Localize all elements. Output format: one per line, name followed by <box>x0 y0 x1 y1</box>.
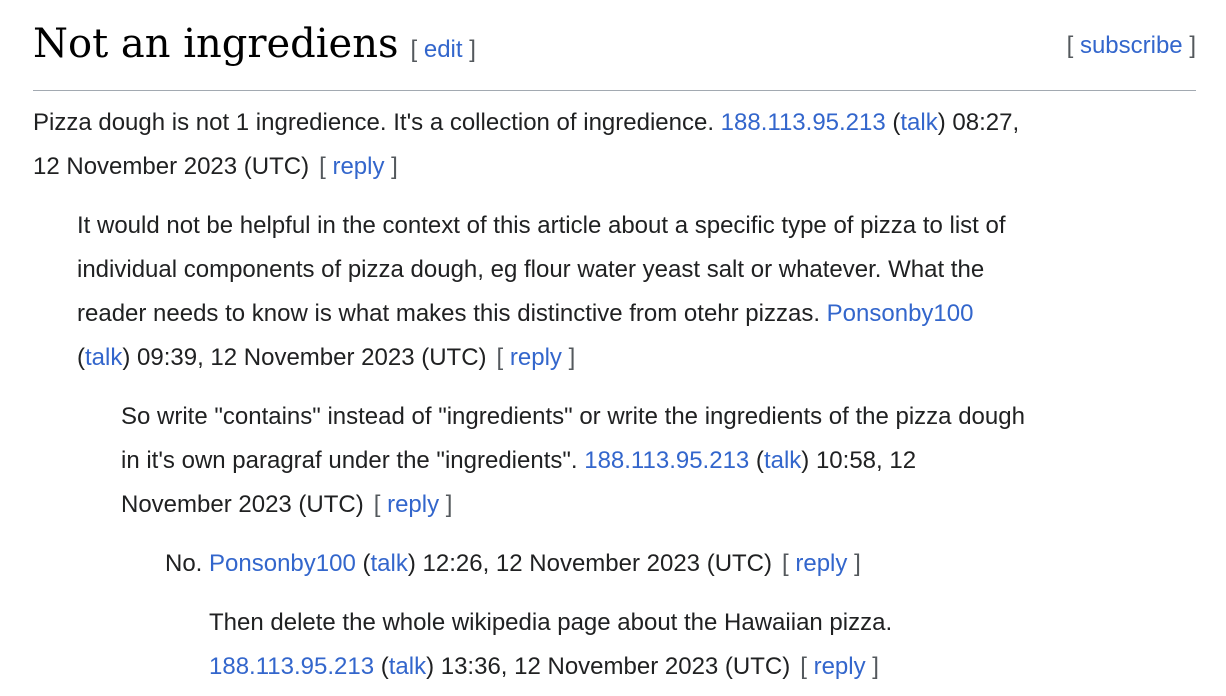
comment-line: individual components of pizza dough, eg… <box>77 248 1196 292</box>
reply-link[interactable]: reply <box>332 153 385 180</box>
bracket: ] <box>1189 32 1196 59</box>
bracket: ] <box>469 36 476 63</box>
comment-text: 12 November 2023 (UTC) <box>33 153 310 180</box>
talk-link[interactable]: talk <box>388 653 427 680</box>
bracket: [ <box>800 653 807 680</box>
bracket: ] <box>445 491 453 518</box>
comment-line: Then delete the whole wikipedia page abo… <box>209 601 1196 645</box>
talk-link[interactable]: talk <box>85 344 123 371</box>
talk-link[interactable]: talk <box>763 447 802 474</box>
comment-line: No. Ponsonby100 (talk) 12:26, 12 Novembe… <box>165 542 1196 586</box>
comment-line: in it's own paragraf under the "ingredie… <box>121 439 1196 483</box>
comment-line: (talk) 09:39, 12 November 2023 (UTC) [ re… <box>77 336 1196 380</box>
comment-text: ( <box>77 344 85 371</box>
comment-line: reader needs to know is what makes this … <box>77 292 1196 336</box>
author-link[interactable]: 188.113.95.213 <box>209 653 375 680</box>
edit-widget: [ edit ] <box>411 36 476 63</box>
comment-text: Pizza dough is not 1 ingredience. It's a… <box>33 109 721 136</box>
comment-line: 188.113.95.213 (talk) 13:36, 12 November… <box>209 645 1196 689</box>
reply-widget: [ reply ] <box>319 153 398 180</box>
reply-link[interactable]: reply <box>387 491 440 518</box>
comment-line: It would not be helpful in the context o… <box>77 204 1196 248</box>
comment-line: So write "contains" instead of "ingredie… <box>121 395 1196 439</box>
author-link[interactable]: Ponsonby100 <box>826 300 974 327</box>
comment-text: ( <box>885 109 901 136</box>
bracket: [ <box>373 491 381 518</box>
comment-line: 12 November 2023 (UTC) [ reply ] <box>33 145 1196 189</box>
comment-text: ) 13:36, 12 November 2023 (UTC) <box>426 653 791 680</box>
talk-comment: So write "contains" instead of "ingredie… <box>121 395 1196 527</box>
comment-text: ) 08:27, <box>937 109 1020 136</box>
section-title: Not an ingrediens <box>33 21 399 67</box>
reply-widget: [ reply ] <box>782 550 861 577</box>
comment-text: ) 09:39, 12 November 2023 (UTC) <box>122 344 487 371</box>
talk-comment: No. Ponsonby100 (talk) 12:26, 12 Novembe… <box>165 542 1196 586</box>
comment-line: November 2023 (UTC) [ reply ] <box>121 483 1196 527</box>
subscribe-widget: [ subscribe ] <box>1067 20 1196 72</box>
author-link[interactable]: 188.113.95.213 <box>720 109 886 136</box>
comment-text: individual components of pizza dough, eg… <box>77 256 985 283</box>
comment-line: Pizza dough is not 1 ingredience. It's a… <box>33 101 1196 145</box>
comment-text: Then delete the whole wikipedia page abo… <box>209 609 893 636</box>
reply-widget: [ reply ] <box>374 491 453 518</box>
bracket: ] <box>854 550 861 577</box>
bracket: ] <box>568 344 576 371</box>
comment-text: No. <box>165 550 210 577</box>
reply-link[interactable]: reply <box>813 653 866 680</box>
comment-text: It would not be helpful in the context o… <box>77 212 1006 239</box>
reply-link[interactable]: reply <box>509 344 562 371</box>
comment-text: in it's own paragraf under the "ingredie… <box>121 447 585 474</box>
bracket: [ <box>1066 32 1074 59</box>
talk-comment: Pizza dough is not 1 ingredience. It's a… <box>33 101 1196 189</box>
talk-link[interactable]: talk <box>900 109 938 136</box>
reply-widget: [ reply ] <box>800 653 879 680</box>
reply-link[interactable]: reply <box>795 550 848 577</box>
author-link[interactable]: Ponsonby100 <box>209 550 356 577</box>
edit-link[interactable]: edit <box>423 36 463 63</box>
comment-text: So write "contains" instead of "ingredie… <box>121 403 1025 430</box>
bracket: [ <box>319 153 326 180</box>
bracket: [ <box>496 344 504 371</box>
bracket: [ <box>410 36 418 63</box>
comment-text: November 2023 (UTC) <box>121 491 364 518</box>
comment-text: ( <box>749 447 764 474</box>
comment-text: reader needs to know is what makes this … <box>77 300 827 327</box>
comment-text: ) 10:58, 12 <box>801 447 917 474</box>
comments-thread: Pizza dough is not 1 ingredience. It's a… <box>33 101 1196 689</box>
author-link[interactable]: 188.113.95.213 <box>584 447 750 474</box>
section-heading: [ subscribe ] Not an ingrediens [ edit ] <box>33 18 1196 91</box>
subscribe-link[interactable]: subscribe <box>1079 32 1183 59</box>
talk-comment: Then delete the whole wikipedia page abo… <box>209 601 1196 689</box>
talk-link[interactable]: talk <box>370 550 408 577</box>
comment-text: ) 12:26, 12 November 2023 (UTC) <box>407 550 773 577</box>
bracket: [ <box>782 550 789 577</box>
talk-comment: It would not be helpful in the context o… <box>77 204 1196 380</box>
comment-text: ( <box>374 653 389 680</box>
reply-widget: [ reply ] <box>497 344 576 371</box>
comment-text: ( <box>355 550 371 577</box>
bracket: ] <box>391 153 398 180</box>
bracket: ] <box>872 653 879 680</box>
